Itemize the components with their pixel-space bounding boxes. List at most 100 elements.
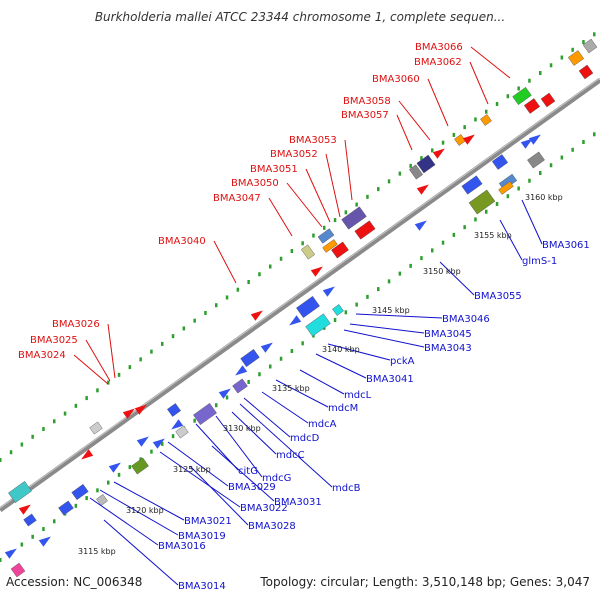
strand-dot	[495, 101, 499, 106]
strand-dot	[485, 209, 488, 214]
strand-dot	[161, 341, 164, 346]
strand-dot	[31, 434, 34, 439]
leader-line	[315, 353, 367, 379]
strand-dot	[571, 47, 574, 52]
strand-dot	[150, 449, 153, 454]
strand-dot	[593, 132, 596, 137]
strand-dot	[539, 71, 542, 75]
gene-feature	[23, 513, 37, 527]
gene-label-top: BMA3051	[250, 164, 298, 175]
strand-dot	[53, 419, 56, 424]
strand-dot	[582, 140, 585, 145]
strand-dot	[290, 349, 294, 354]
tick-label: 3160 kbp	[525, 193, 563, 202]
gene-label-bottom: mdcC	[276, 450, 305, 461]
strand-dot	[215, 403, 218, 408]
leader-line	[99, 489, 179, 536]
topology-stats: Topology: circular; Length: 3,510,148 bp…	[260, 575, 590, 589]
strand-dot	[225, 395, 229, 400]
gene-label-bottom: BMA3031	[274, 497, 322, 508]
leader-line	[189, 465, 249, 526]
gene-feature	[416, 154, 436, 174]
leader-line	[521, 199, 543, 245]
strand-dot	[539, 171, 542, 175]
strand-dot	[560, 155, 564, 160]
gene-arrow	[289, 315, 302, 326]
leader-line	[439, 261, 475, 296]
strand-dot	[517, 186, 520, 191]
gene-feature	[461, 175, 483, 195]
gene-feature	[523, 98, 541, 114]
strand-dot	[441, 140, 445, 145]
gene-feature	[58, 500, 74, 516]
strand-dot	[398, 271, 402, 276]
leader-line	[85, 339, 111, 382]
gene-feature	[8, 481, 32, 503]
gene-arrow	[250, 310, 263, 321]
strand-dot	[431, 148, 434, 153]
gene-label-bottom: BMA3022	[240, 503, 288, 514]
strand-dot	[387, 179, 391, 184]
leader-line	[344, 139, 353, 201]
strand-dot	[247, 379, 250, 384]
leader-line	[107, 323, 116, 379]
strand-dot	[225, 295, 229, 300]
gene-labels: BMA3024 BMA3025 BMA3026 BMA3040 BMA3047 BMA30…	[18, 42, 590, 592]
gene-arrow	[235, 365, 248, 376]
strand-dot	[344, 210, 348, 215]
gene-feature	[567, 50, 585, 66]
strand-dot	[279, 356, 283, 361]
tick-label: 3135 kbp	[272, 384, 310, 393]
strand-dot	[560, 55, 564, 60]
gene-arrow	[81, 449, 94, 460]
strand-dot	[53, 519, 56, 524]
strand-dot	[85, 396, 88, 401]
gene-label-top: BMA3058	[343, 96, 391, 107]
gene-feature	[331, 241, 349, 259]
strand-dot	[258, 372, 261, 377]
gene-feature	[408, 164, 424, 180]
strand-dot	[366, 194, 369, 199]
strand-dot	[128, 465, 132, 470]
strand-dot	[150, 349, 153, 354]
gene-arrow	[310, 266, 323, 277]
strand-dot	[96, 488, 99, 493]
gene-arrow	[462, 134, 475, 145]
gene-label-bottom: mdcD	[290, 433, 320, 444]
tick-label: 3120 kbp	[126, 506, 164, 515]
strand-dot	[301, 341, 304, 346]
gene-feature	[332, 304, 344, 316]
gene-label-top: BMA3047	[213, 193, 261, 204]
strand-dot	[452, 132, 456, 137]
backbone	[0, 77, 600, 513]
leader-line	[231, 411, 277, 455]
strand-dot	[387, 279, 391, 284]
leader-line	[103, 519, 179, 586]
leader-line	[299, 369, 345, 395]
gene-label-bottom: BMA3019	[178, 531, 226, 542]
strand-dot	[593, 32, 596, 37]
gene-label-bottom: BMA3014	[178, 581, 226, 592]
gene-arrow	[152, 438, 165, 449]
leader-line	[398, 100, 431, 141]
gene-arrow	[520, 138, 533, 149]
gene-label-top: BMA3053	[289, 135, 337, 146]
gene-arrow	[38, 536, 51, 547]
gene-arrow	[122, 408, 135, 419]
strand-dot	[409, 163, 412, 168]
gene-feature	[131, 457, 149, 475]
gene-feature	[354, 220, 376, 240]
gene-label-bottom: mdcL	[344, 390, 372, 401]
gene-feature	[582, 38, 598, 54]
leader-line	[211, 445, 275, 502]
gene-feature	[491, 154, 509, 170]
strand-dot	[182, 326, 186, 331]
gene-label-bottom: BMA3029	[228, 482, 276, 493]
strand-dot	[269, 364, 272, 369]
gene-feature	[468, 189, 496, 215]
strand-dot	[171, 334, 175, 339]
leader-line	[159, 451, 241, 508]
gene-label-top: BMA3026	[52, 319, 100, 330]
strand-dot	[107, 380, 110, 385]
